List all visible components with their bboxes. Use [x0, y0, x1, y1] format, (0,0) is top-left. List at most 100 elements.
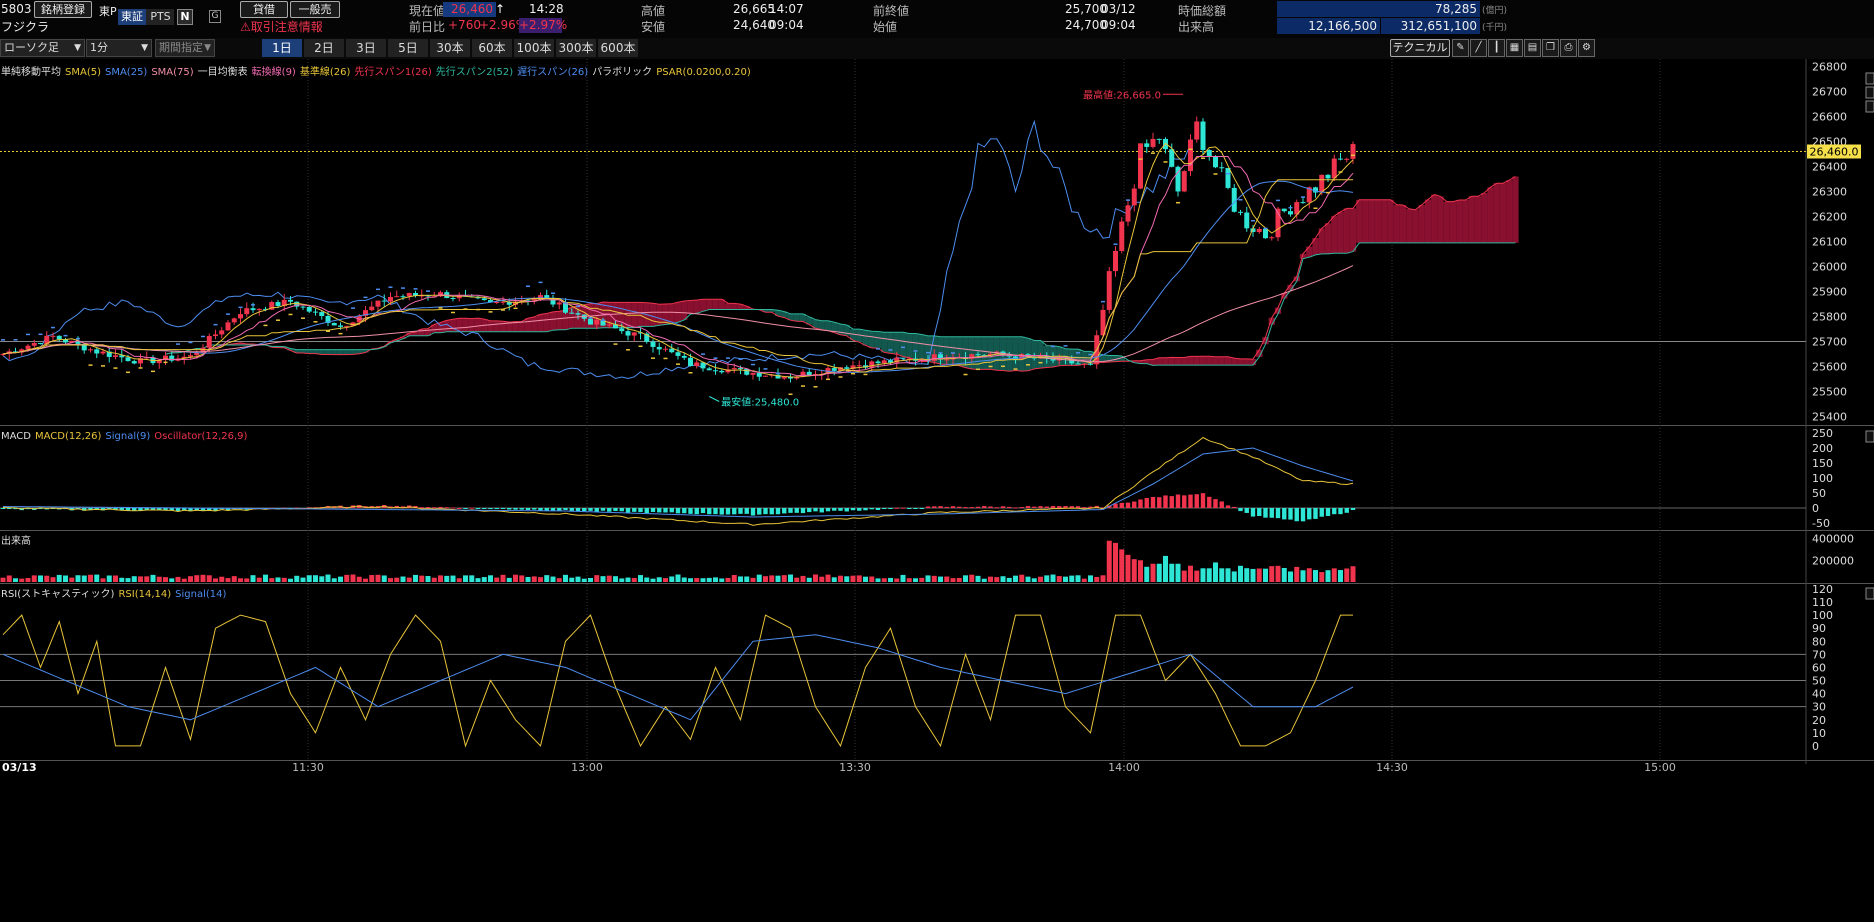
- macd-oscillator: [0, 493, 1356, 522]
- timeframe-2[interactable]: 2日: [304, 39, 344, 57]
- psar-dot: [1351, 154, 1355, 157]
- kijun-line: [2, 179, 1353, 373]
- timeframe-7[interactable]: 100本: [514, 39, 554, 57]
- current-price-value: 26,460 ↑: [443, 2, 505, 17]
- osc-bar: [113, 508, 118, 511]
- psar-dot: [576, 305, 580, 308]
- pencil-icon[interactable]: ✎: [1452, 39, 1469, 57]
- volume-bar: [1294, 566, 1300, 582]
- legend-item: SMA(5): [65, 67, 101, 78]
- psar-dot: [88, 364, 93, 366]
- osc-bar: [894, 507, 899, 509]
- timeframe-1[interactable]: 1日: [262, 39, 302, 57]
- register-button[interactable]: 銘柄登録: [34, 1, 92, 18]
- volume-bar: [1319, 572, 1325, 582]
- header: 5803 フジクラ 銘柄登録 東P 東証 PTS N G 貸借 一般売 ⚠取引注…: [0, 0, 1874, 38]
- x-tick-label: 13:00: [571, 761, 603, 774]
- timeframe-3[interactable]: 3日: [346, 39, 386, 57]
- chart-type-select[interactable]: ローソク足 ▼: [0, 39, 85, 57]
- settings-icon[interactable]: ⚙: [1578, 39, 1595, 57]
- osc-bar: [794, 508, 799, 513]
- psar-dot: [1338, 171, 1343, 173]
- volume-bar: [1006, 577, 1012, 582]
- volume-bar: [300, 577, 306, 582]
- print-icon[interactable]: ⎙: [1560, 39, 1577, 57]
- candle-body: [1219, 167, 1225, 169]
- tenkan-line: [2, 156, 1354, 377]
- psar-dot: [851, 372, 855, 375]
- volume-bar: [988, 576, 993, 582]
- chart-area[interactable]: 03/13 11:30 13:00 13:30 14:00 14:30 15:00 25400…: [0, 59, 1874, 922]
- price-tick-label: 25800: [1812, 311, 1847, 324]
- psar-dot: [963, 373, 968, 376]
- news-n-icon[interactable]: N: [177, 9, 193, 25]
- interval-select[interactable]: 1分 ▼: [86, 39, 152, 57]
- osc-bar: [125, 508, 131, 511]
- volume-bar: [1288, 571, 1293, 582]
- rsi-tick-label: 50: [1812, 675, 1826, 688]
- save-icon[interactable]: ▤: [1524, 39, 1541, 57]
- candle-body: [544, 295, 550, 298]
- osc-bar: [1200, 493, 1206, 508]
- candle-body: [238, 314, 243, 319]
- candle-body: [569, 312, 575, 314]
- psar-dot: [663, 357, 668, 360]
- prev-close-label: 前終値: [873, 4, 910, 18]
- candle-icon[interactable]: ┃: [1488, 39, 1505, 57]
- volume-bar: [25, 577, 31, 582]
- timeframe-4[interactable]: 5日: [388, 39, 428, 57]
- candle-body: [894, 357, 900, 363]
- current-price-time: 14:28: [529, 2, 564, 16]
- candle-body: [1200, 121, 1206, 150]
- volume-bar: [388, 578, 393, 582]
- osc-bar: [682, 508, 687, 514]
- osc-bar: [138, 508, 143, 511]
- psar-dot: [1088, 353, 1093, 356]
- candle-body: [788, 376, 793, 379]
- rsi-tick-label: 100: [1812, 609, 1833, 622]
- timeframe-5[interactable]: 30本: [430, 39, 470, 57]
- trade-notice-link[interactable]: ⚠取引注意情報: [240, 20, 323, 34]
- line-icon[interactable]: ╱: [1470, 39, 1487, 57]
- legend-item: 先行スパン2(52): [436, 65, 513, 78]
- psar-dot: [1113, 243, 1118, 245]
- osc-bar: [619, 508, 624, 512]
- price-tick-label: 26800: [1812, 61, 1847, 74]
- psar-dot: [1001, 365, 1005, 368]
- psar-dot: [313, 321, 318, 323]
- osc-bar: [888, 508, 893, 509]
- copy-icon[interactable]: ❐: [1542, 39, 1559, 57]
- osc-bar: [200, 508, 206, 511]
- ippan-uri-button[interactable]: 一般売: [290, 1, 340, 18]
- legend-item: Signal(9): [105, 431, 150, 442]
- volume-bar: [1181, 570, 1187, 582]
- grid-icon[interactable]: ▦: [1506, 39, 1523, 57]
- timeframe-6[interactable]: 60本: [472, 39, 512, 57]
- osc-bar: [632, 508, 637, 512]
- osc-bar: [1300, 508, 1306, 522]
- chevron-down-icon: ▼: [74, 43, 81, 53]
- tab-tosho[interactable]: 東証: [118, 9, 146, 25]
- technical-button[interactable]: テクニカル: [1390, 39, 1450, 57]
- psar-dot: [701, 353, 705, 355]
- psar-dot: [276, 319, 280, 321]
- candle-body: [219, 330, 225, 335]
- period-select[interactable]: 期間指定 ▼: [155, 39, 215, 57]
- taishaku-button[interactable]: 貸借: [240, 1, 288, 18]
- osc-bar: [707, 508, 712, 515]
- legend-item: MACD: [1, 431, 31, 442]
- osc-bar: [657, 508, 662, 513]
- osc-bar: [950, 506, 956, 508]
- tab-pts[interactable]: PTS: [150, 10, 171, 23]
- timeframe-9[interactable]: 600本: [598, 39, 638, 57]
- psar-dot: [863, 373, 868, 376]
- candle-body: [31, 343, 37, 346]
- candle-body: [875, 361, 881, 364]
- volume-bar: [1138, 560, 1143, 582]
- price-tick-label: 25900: [1812, 286, 1847, 299]
- osc-bar: [432, 507, 437, 509]
- candle-body: [750, 372, 756, 375]
- g-icon[interactable]: G: [209, 10, 221, 23]
- timeframe-8[interactable]: 300本: [556, 39, 596, 57]
- volume-bar: [513, 574, 518, 582]
